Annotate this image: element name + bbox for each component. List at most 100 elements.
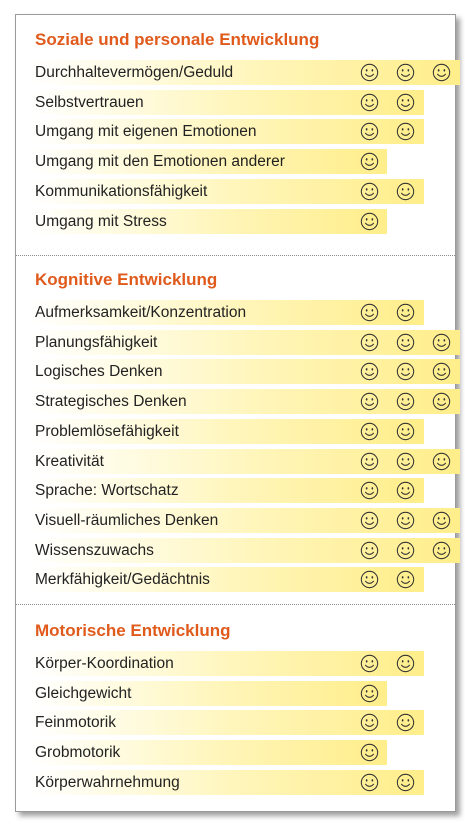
- rating-row: Feinmotorik: [30, 710, 424, 736]
- skill-label: Umgang mit Stress: [35, 212, 167, 230]
- rating-bar: [30, 119, 424, 145]
- rating-bar: [30, 359, 460, 385]
- rating-bar: [30, 651, 424, 676]
- skill-label: Aufmerksamkeit/Konzentration: [35, 304, 247, 321]
- rating-row: Selbstvertrauen: [30, 89, 424, 115]
- section: Kognitive Entwicklung Aufmerksamkeit/Konz…: [16, 255, 460, 593]
- smiley-icon: [396, 363, 415, 381]
- smiley-icon: [360, 63, 379, 82]
- skill-label: Durchhaltevermögen/Geduld: [35, 64, 234, 81]
- smiley-icon: [360, 714, 379, 732]
- section-title: Motorische Entwicklung: [35, 621, 231, 640]
- smiley-icon: [360, 93, 379, 111]
- rating-bar: [30, 710, 424, 736]
- skill-label: Feinmotorik: [35, 714, 116, 732]
- skill-label: Wissenszuwachs: [35, 541, 154, 559]
- rating-row: Gleichgewicht: [30, 680, 387, 706]
- rating-bar: [30, 740, 387, 766]
- section-divider: [16, 604, 455, 605]
- smiley-icon: [432, 452, 451, 470]
- rating-bar: [30, 149, 387, 175]
- rating-row: Wissenszuwachs: [30, 537, 460, 563]
- rating-bar: [30, 448, 460, 474]
- smiley-icon: [396, 392, 415, 411]
- rating-row: Körperwahrnehmung: [30, 769, 424, 795]
- smiley-icon: [432, 63, 451, 82]
- smiley-icon: [360, 392, 379, 411]
- smiley-icon: [360, 541, 379, 559]
- skill-label: Gleichgewicht: [35, 684, 132, 702]
- smiley-icon: [396, 714, 415, 732]
- rating-bar: [30, 208, 387, 234]
- smiley-icon: [360, 212, 379, 230]
- rating-row: Umgang mit eigenen Emotionen: [30, 119, 424, 145]
- smiley-icon: [396, 481, 415, 500]
- rating-row: Umgang mit Stress: [30, 208, 387, 234]
- smiley-icon: [396, 571, 415, 589]
- smiley-icon: [396, 654, 415, 673]
- section-title: Soziale und personale Entwicklung: [35, 30, 320, 49]
- rating-bar: [30, 178, 424, 204]
- rating-bar: [30, 60, 460, 85]
- smiley-icon: [360, 654, 379, 673]
- smiley-icon: [360, 571, 379, 589]
- rating-bar: [30, 300, 424, 325]
- smiley-icon: [360, 452, 379, 470]
- rating-row: Umgang mit den Emotionen anderer: [30, 149, 387, 175]
- rating-bar: [30, 769, 424, 795]
- rating-bar: [30, 389, 460, 415]
- skill-label: Kreativität: [35, 452, 104, 470]
- rating-bar: [30, 418, 424, 444]
- smiley-icon: [360, 152, 379, 171]
- section-divider: [16, 255, 455, 256]
- smiley-icon: [360, 422, 379, 440]
- smiley-icon: [396, 182, 415, 200]
- rating-row: Sprache: Wortschatz: [30, 478, 424, 504]
- rating-card: Soziale und personale Entwicklung Durchha…: [15, 14, 460, 812]
- rating-row: Merkfähigkeit/Gedächtnis: [30, 567, 424, 593]
- rating-row: Grobmotorik: [30, 740, 387, 766]
- smiley-icon: [360, 743, 379, 762]
- smiley-icon: [360, 182, 379, 200]
- smiley-icon: [432, 392, 451, 411]
- smiley-icon: [396, 422, 415, 440]
- smiley-icon: [396, 303, 415, 322]
- smiley-icon: [360, 773, 379, 791]
- skill-label: Selbstvertrauen: [35, 93, 144, 111]
- smiley-icon: [360, 511, 379, 530]
- smiley-icon: [360, 481, 379, 500]
- skill-label: Logisches Denken: [35, 363, 163, 381]
- section: Motorische Entwicklung Körper-Koordinatio…: [16, 606, 455, 795]
- smiley-icon: [360, 123, 379, 141]
- smiley-icon: [396, 511, 415, 530]
- skill-label: Sprache: Wortschatz: [35, 482, 179, 500]
- rating-row: Kreativität: [30, 448, 460, 474]
- smiley-icon: [396, 541, 415, 559]
- smiley-icon: [396, 333, 415, 351]
- rating-row: Planungsfähigkeit: [30, 329, 460, 355]
- rating-row: Visuell-räumliches Denken: [30, 507, 460, 533]
- smiley-icon: [396, 63, 415, 82]
- rating-bar: [30, 567, 424, 593]
- rating-row: Logisches Denken: [30, 359, 460, 385]
- skill-label: Grobmotorik: [35, 744, 121, 762]
- skill-label: Umgang mit eigenen Emotionen: [35, 123, 257, 141]
- smiley-icon: [396, 93, 415, 111]
- skill-label: Problemlösefähigkeit: [35, 422, 179, 440]
- smiley-icon: [396, 452, 415, 470]
- skill-label: Visuell-räumliches Denken: [35, 511, 219, 529]
- rating-row: Kommunikationsfähigkeit: [30, 178, 424, 204]
- rating-row: Strategisches Denken: [30, 389, 460, 415]
- rating-row: Aufmerksamkeit/Konzentration: [30, 300, 424, 325]
- rating-bar: [30, 478, 424, 504]
- rating-bar: [30, 329, 460, 355]
- smiley-icon: [360, 363, 379, 381]
- smiley-icon: [396, 773, 415, 791]
- rating-bar: [30, 537, 460, 563]
- rating-bar: [30, 507, 460, 533]
- smiley-icon: [432, 541, 451, 559]
- section-title: Kognitive Entwicklung: [35, 270, 218, 289]
- skill-label: Körperwahrnehmung: [35, 773, 180, 791]
- smiley-icon: [360, 303, 379, 322]
- skill-label: Körper-Koordination: [35, 655, 174, 672]
